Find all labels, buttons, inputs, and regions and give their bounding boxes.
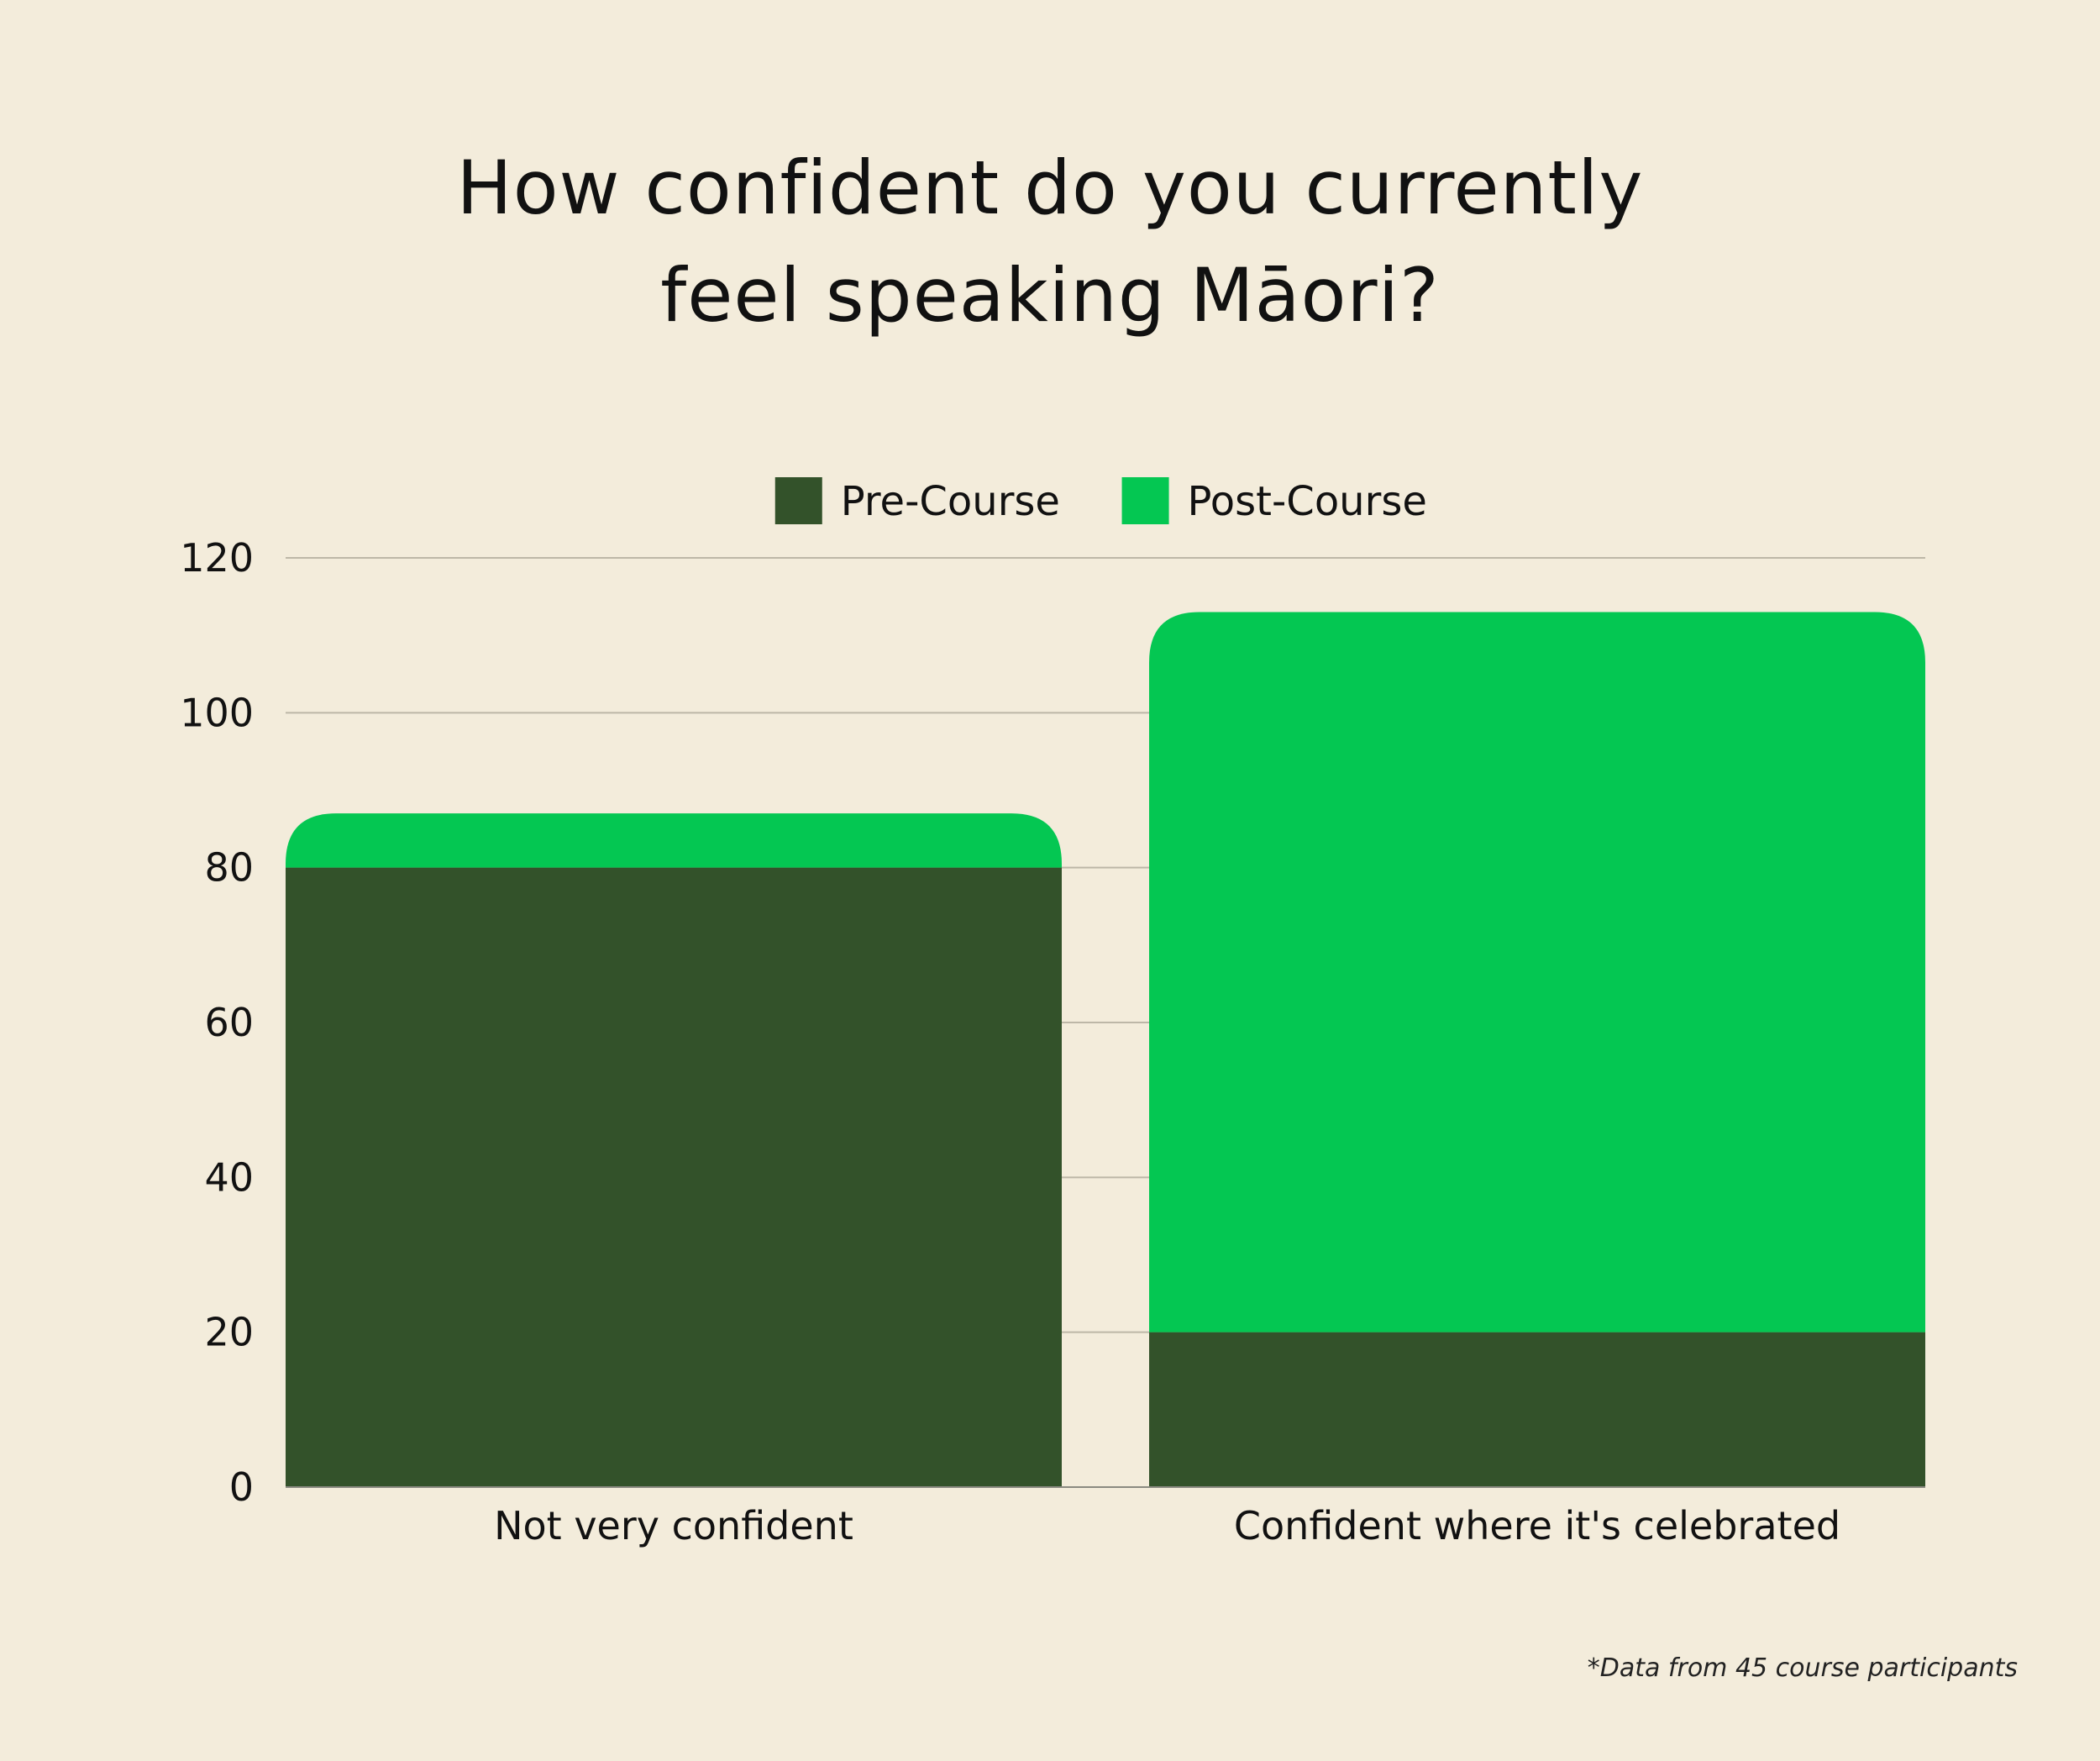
bar-post-course-1: [286, 813, 1062, 868]
y-tick-label: 120: [180, 535, 254, 581]
bar-pre-course-1: [286, 867, 1062, 1487]
chart-title-line-2: feel speaking Māori?: [660, 252, 1440, 339]
y-tick-label: 100: [180, 690, 254, 735]
x-tick-label: Not very confident: [494, 1503, 853, 1548]
bars: [286, 612, 1925, 1488]
legend-swatch: [774, 477, 822, 524]
bar-pre-course-2: [1149, 1332, 1925, 1487]
legend-swatch: [1121, 477, 1169, 524]
x-axis-ticks: Not very confident Confident where it's c…: [494, 1503, 1840, 1548]
bar-post-course-2: [1149, 612, 1925, 1333]
x-tick-label: Confident where it's celebrated: [1234, 1503, 1840, 1548]
y-tick-label: 80: [204, 845, 254, 891]
chart-title-line-1: How confident do you currently: [456, 145, 1644, 231]
y-tick-label: 40: [204, 1154, 254, 1200]
y-axis-ticks: 0 20 40 60 80 100 120: [180, 535, 254, 1510]
y-tick-label: 20: [204, 1310, 254, 1355]
chart-title: How confident do you currently feel spea…: [378, 134, 1722, 350]
legend: Pre-Course Post-Course: [774, 477, 1427, 525]
y-tick-label: 60: [204, 1000, 254, 1045]
y-tick-label: 0: [229, 1464, 254, 1510]
legend-label: Post-Course: [1188, 478, 1427, 525]
footnote: *Data from 45 course participants: [1587, 1653, 2018, 1683]
legend-label: Pre-Course: [841, 478, 1060, 525]
